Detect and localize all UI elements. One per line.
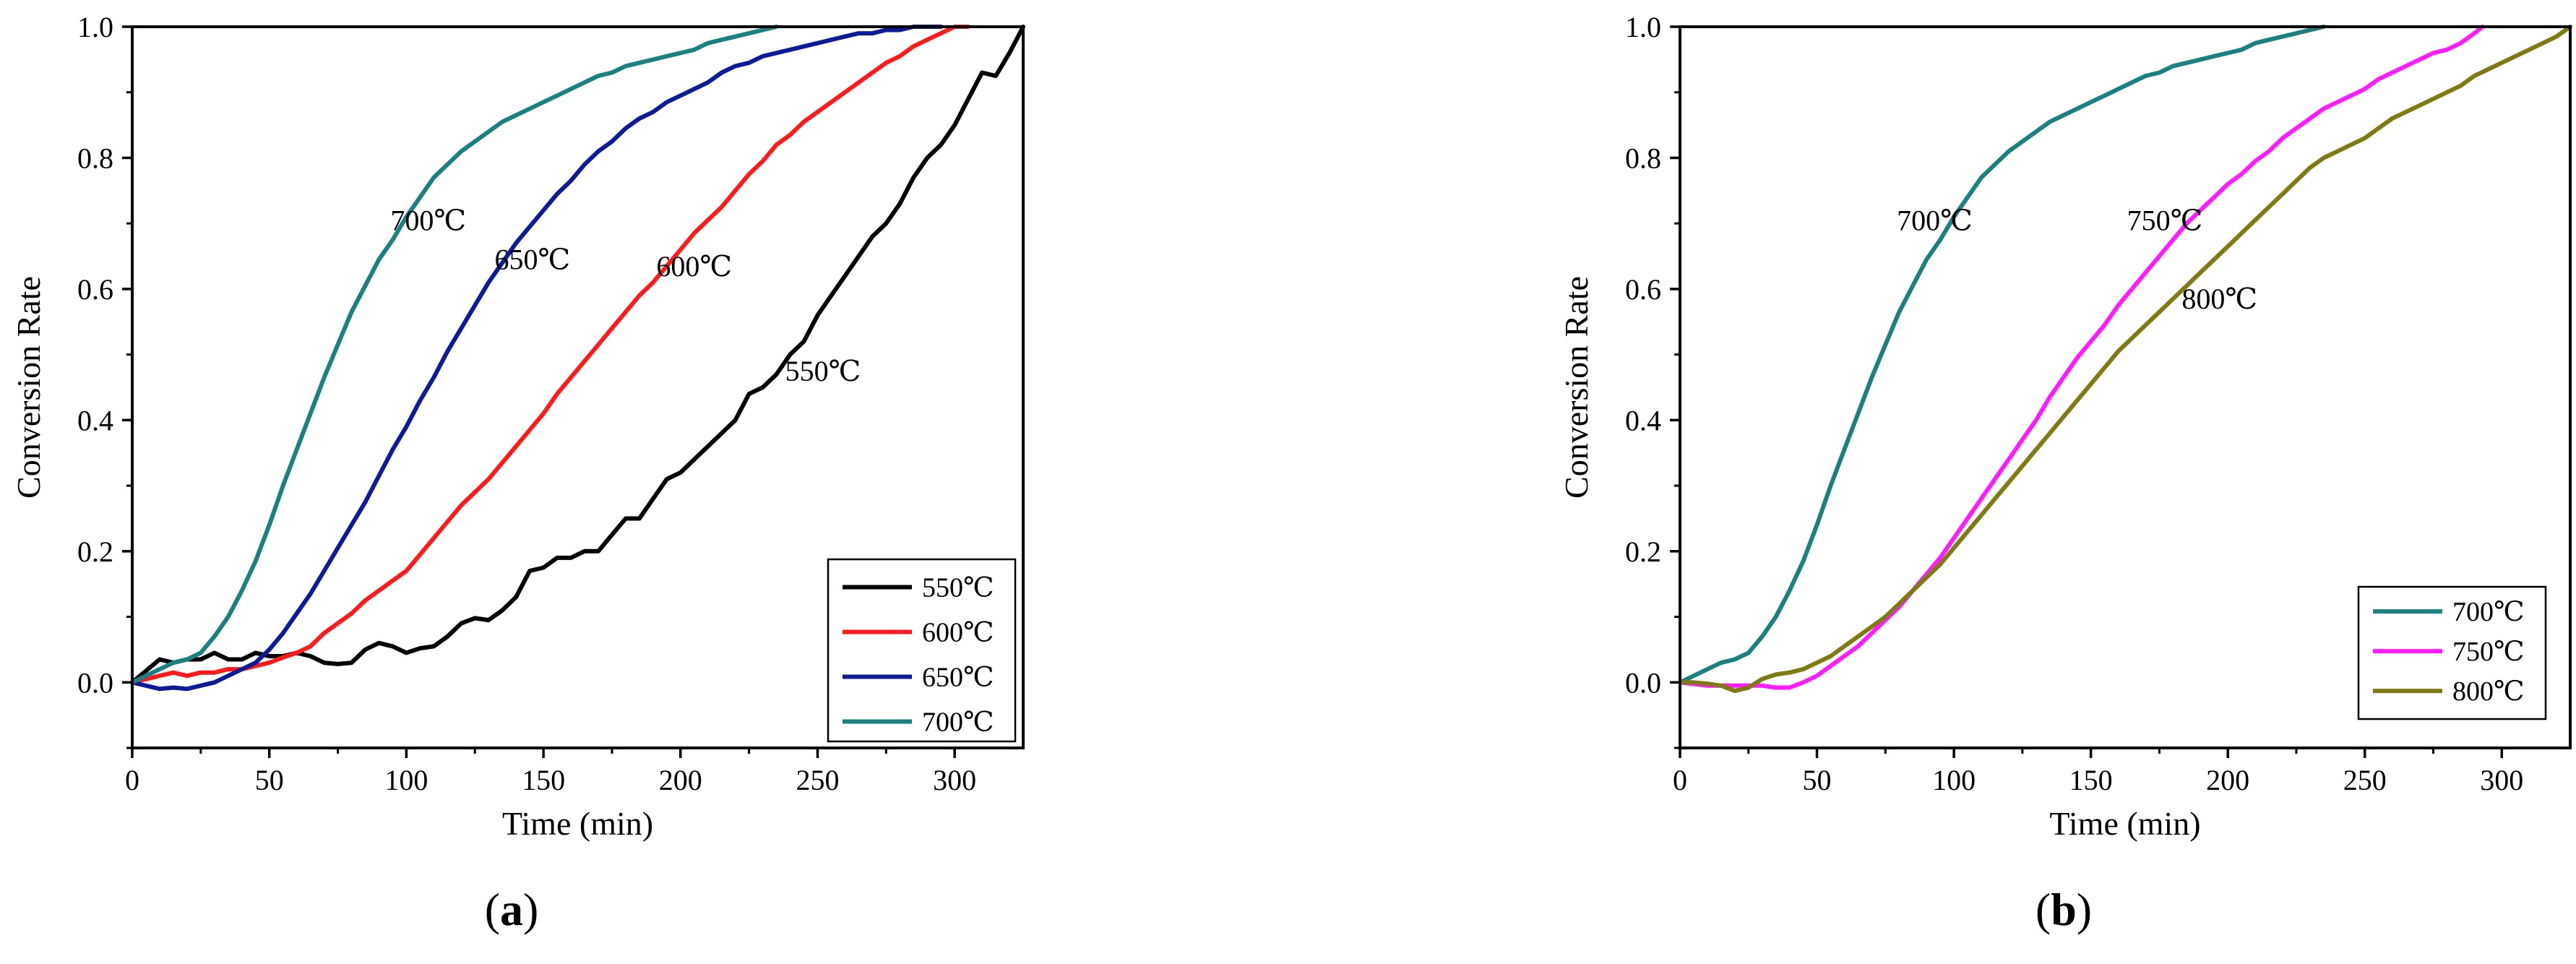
y-tick-label: 0.0 — [77, 666, 113, 699]
x-tick-label: 100 — [384, 764, 428, 796]
legend: 700℃ 750℃ 800℃ — [2357, 585, 2547, 720]
y-axis-label: Conversion Rate — [1558, 276, 1595, 499]
curve-annotation: 750℃ — [2127, 204, 2203, 236]
plot-frame — [131, 25, 1025, 749]
y-tick-label: 0.4 — [1625, 404, 1661, 436]
x-tick-label: 250 — [2343, 764, 2387, 796]
y-tick-label: 0.4 — [77, 404, 113, 436]
y-tick-label: 0.6 — [1625, 273, 1661, 306]
x-axis-label: Time (min) — [502, 805, 653, 842]
curve-annotation: 650℃ — [495, 244, 571, 276]
panel-b: 0 50 100 150 200 250 300 0.0 0.2 0.4 0.6 0.8 1.0 Time… — [1558, 11, 2572, 935]
curve-annotation: 600℃ — [656, 250, 732, 283]
panel-letter: b — [2051, 884, 2077, 935]
legend-label: 800℃ — [2452, 676, 2525, 707]
series-line-2 — [130, 25, 971, 685]
curve-annotation: 800℃ — [2181, 283, 2257, 315]
legend-label: 600℃ — [922, 617, 994, 647]
x-axis-label: Time (min) — [2049, 805, 2200, 842]
y-tick-label: 0.8 — [77, 142, 113, 174]
legend-label: 750℃ — [2452, 637, 2525, 667]
y-tick-label: 0.8 — [1625, 142, 1661, 174]
series-line-3 — [1678, 25, 2572, 694]
x-tick-label: 150 — [522, 764, 565, 796]
y-tick-label: 0.0 — [1625, 666, 1661, 699]
plot-frame — [1679, 25, 2572, 749]
legend-label: 550℃ — [922, 572, 994, 603]
x-tick-label: 0 — [1673, 764, 1687, 796]
y-tick-label: 0.2 — [1625, 535, 1661, 568]
curve-annotation: 550℃ — [785, 355, 861, 387]
x-tick-label: 300 — [933, 764, 976, 796]
x-tick-label: 150 — [2069, 764, 2113, 796]
panel-a: 0 50 100 150 200 250 300 0.0 0.2 0.4 0.6 0.8 1.0 Time… — [10, 11, 1025, 935]
x-tick-label: 0 — [125, 764, 139, 796]
legend-box — [827, 558, 1017, 743]
panel-letter: a — [500, 884, 523, 935]
series-line-2 — [1678, 25, 2485, 690]
curve-annotation: 700℃ — [390, 204, 466, 236]
legend-label: 650℃ — [922, 662, 994, 692]
y-axis-label: Conversion Rate — [10, 276, 47, 499]
y-tick-label: 1.0 — [77, 11, 113, 43]
legend: 550℃ 600℃ 650℃ 700℃ — [827, 558, 1017, 743]
x-tick-label: 100 — [1932, 764, 1976, 796]
y-tick-label: 1.0 — [1625, 11, 1661, 43]
curve-annotation: 700℃ — [1897, 204, 1973, 236]
series-line-4 — [130, 25, 779, 685]
x-tick-label: 200 — [2206, 764, 2249, 796]
y-tick-label: 0.2 — [77, 535, 113, 568]
series-line-3 — [130, 25, 944, 692]
series-line-1 — [1678, 25, 2326, 685]
legend-label: 700℃ — [922, 707, 994, 737]
x-tick-label: 250 — [796, 764, 839, 796]
x-tick-label: 200 — [659, 764, 702, 796]
x-tick-label: 300 — [2480, 764, 2523, 796]
legend-label: 700℃ — [2452, 597, 2525, 627]
panel-label: (a) — [485, 884, 539, 935]
panel-label: (b) — [2036, 884, 2092, 935]
x-tick-label: 50 — [1803, 764, 1832, 796]
y-tick-label: 0.6 — [77, 273, 113, 306]
x-tick-label: 50 — [255, 764, 284, 796]
